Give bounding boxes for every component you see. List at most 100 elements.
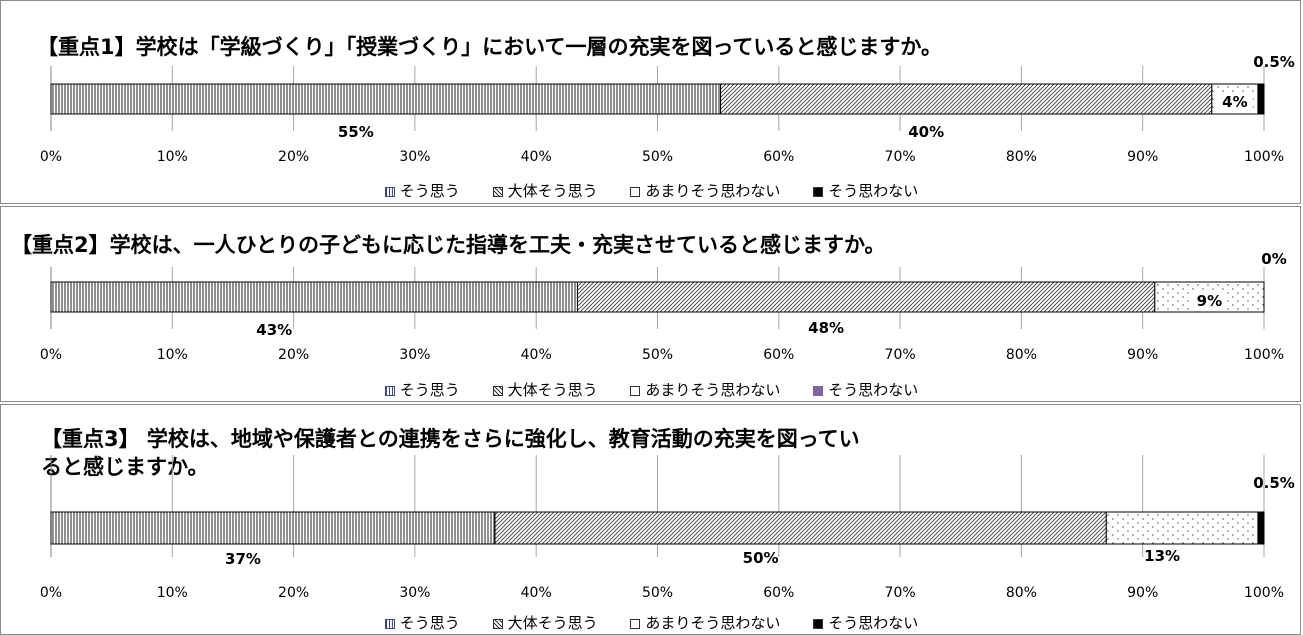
legend-swatch-not-really bbox=[630, 618, 641, 629]
legend-swatch-mostly-agree bbox=[492, 385, 503, 396]
legend-item-mostly-agree: 大体そう思う bbox=[492, 379, 598, 400]
legend-label: あまりそう思わない bbox=[645, 614, 781, 632]
legend-swatch-agree bbox=[384, 618, 395, 629]
legend-label: そう思う bbox=[399, 381, 460, 399]
legend-item-not-really: あまりそう思わない bbox=[630, 379, 780, 400]
bar-segment-mostly-agree bbox=[576, 281, 1156, 313]
data-label: 0% bbox=[1261, 250, 1286, 268]
x-tick-label: 60% bbox=[763, 585, 794, 601]
x-tick-label: 30% bbox=[399, 347, 430, 363]
legend-item-disagree: そう思わない bbox=[813, 612, 918, 633]
legend-label: そう思わない bbox=[828, 182, 919, 200]
chart-title: 【重点2】学校は、一人ひとりの子どもに応じた指導を工夫・充実させていると感じます… bbox=[11, 233, 886, 257]
legend-item-not-really: あまりそう思わない bbox=[630, 612, 780, 633]
legend-swatch-disagree bbox=[813, 186, 824, 197]
data-label: 9% bbox=[1197, 292, 1222, 310]
data-label: 43% bbox=[256, 321, 292, 339]
legend-label: そう思う bbox=[399, 614, 460, 632]
chart-legend: そう思う 大体そう思う あまりそう思わない そう思わない bbox=[1, 612, 1302, 633]
x-tick-label: 100% bbox=[1244, 347, 1284, 363]
chart-plot-1: 0% 10% 20% 30% 40% 50% 60% 70% 80% 90% 100% 55% 40% 4… bbox=[40, 53, 1295, 165]
legend-label: 大体そう思う bbox=[507, 381, 598, 399]
x-tick-label: 60% bbox=[763, 149, 794, 165]
x-tick-label: 50% bbox=[642, 149, 673, 165]
legend-swatch-mostly-agree bbox=[492, 186, 503, 197]
chart-title-line-1: 【重点3】 学校は、地域や保護者との連携をさらに強化し、教育活動の充実を図ってい bbox=[41, 427, 860, 451]
chart-panel-2: 【重点2】学校は、一人ひとりの子どもに応じた指導を工夫・充実させていると感じます… bbox=[0, 206, 1301, 402]
data-label: 40% bbox=[908, 123, 944, 141]
legend-swatch-not-really bbox=[630, 385, 641, 396]
legend-swatch-agree bbox=[384, 385, 395, 396]
legend-label: 大体そう思う bbox=[507, 614, 598, 632]
legend-item-mostly-agree: 大体そう思う bbox=[492, 612, 598, 633]
x-tick-label: 0% bbox=[40, 149, 62, 165]
x-tick-label: 40% bbox=[521, 585, 552, 601]
legend-item-agree: そう思う bbox=[384, 612, 460, 633]
x-tick-label: 70% bbox=[885, 149, 916, 165]
x-tick-label: 100% bbox=[1244, 149, 1284, 165]
x-tick-label: 0% bbox=[40, 347, 62, 363]
x-tick-label: 70% bbox=[885, 347, 916, 363]
legend-item-agree: そう思う bbox=[384, 379, 460, 400]
bar-segment-disagree bbox=[1257, 511, 1265, 545]
x-tick-label: 60% bbox=[763, 347, 794, 363]
legend-label: そう思わない bbox=[828, 614, 919, 632]
data-label: 50% bbox=[743, 549, 779, 567]
bar-segment-disagree bbox=[1257, 83, 1265, 115]
legend-item-agree: そう思う bbox=[384, 180, 460, 201]
x-tick-label: 20% bbox=[278, 585, 309, 601]
chart-plot-2: 0% 10% 20% 30% 40% 50% 60% 70% 80% 90% 100% 43% 48% 9… bbox=[40, 250, 1287, 363]
x-tick-label: 80% bbox=[1006, 585, 1037, 601]
legend-label: 大体そう思う bbox=[507, 182, 598, 200]
data-label: 48% bbox=[808, 319, 844, 337]
x-tick-label: 50% bbox=[642, 585, 673, 601]
x-tick-label: 90% bbox=[1127, 347, 1158, 363]
x-tick-label: 10% bbox=[157, 347, 188, 363]
x-tick-label: 80% bbox=[1006, 347, 1037, 363]
legend-swatch-disagree bbox=[813, 618, 824, 629]
chart-plot-3: 0% 10% 20% 30% 40% 50% 60% 70% 80% 90% 100% 37% 50% 1… bbox=[40, 455, 1295, 601]
chart-panel-3: 【重点3】 学校は、地域や保護者との連携をさらに強化し、教育活動の充実を図ってい… bbox=[0, 404, 1301, 635]
legend-item-disagree: そう思わない bbox=[813, 379, 918, 400]
x-tick-label: 100% bbox=[1244, 585, 1284, 601]
data-label-box bbox=[1191, 292, 1228, 311]
legend-swatch-agree bbox=[384, 186, 395, 197]
bar-segment-not-really bbox=[1105, 511, 1259, 545]
bar-segment-agree bbox=[50, 511, 496, 545]
bar-segment-mostly-agree bbox=[494, 511, 1107, 545]
x-tick-label: 90% bbox=[1127, 149, 1158, 165]
data-label: 13% bbox=[1144, 547, 1180, 565]
chart-title-line-2: ると感じますか。 bbox=[41, 455, 209, 479]
data-label: 55% bbox=[338, 123, 374, 141]
chart-legend: そう思う 大体そう思う あまりそう思わない そう思わない bbox=[1, 379, 1302, 400]
x-tick-label: 10% bbox=[157, 585, 188, 601]
bar-segment-agree bbox=[50, 281, 578, 313]
x-tick-label: 80% bbox=[1006, 149, 1037, 165]
data-label: 37% bbox=[225, 550, 261, 568]
data-label-box bbox=[1216, 93, 1253, 112]
legend-label: そう思わない bbox=[828, 381, 919, 399]
legend-swatch-mostly-agree bbox=[492, 618, 503, 629]
legend-label: そう思う bbox=[399, 182, 460, 200]
x-tick-label: 40% bbox=[521, 347, 552, 363]
bar-segment-agree bbox=[50, 83, 722, 115]
x-tick-label: 20% bbox=[278, 149, 309, 165]
chart-title: 【重点3】 学校は、地域や保護者との連携をさらに強化し、教育活動の充実を図ってい… bbox=[41, 425, 860, 481]
legend-swatch-disagree bbox=[813, 385, 824, 396]
chart-title: 【重点1】学校は「学級づくり」「授業づくり」において一層の充実を図っていると感じ… bbox=[37, 35, 943, 59]
legend-label: あまりそう思わない bbox=[645, 381, 781, 399]
x-tick-label: 30% bbox=[399, 149, 430, 165]
chart-legend: そう思う 大体そう思う あまりそう思わない そう思わない bbox=[1, 180, 1302, 201]
x-tick-label: 10% bbox=[157, 149, 188, 165]
x-tick-label: 90% bbox=[1127, 585, 1158, 601]
legend-swatch-not-really bbox=[630, 186, 641, 197]
chart-panel-1: 【重点1】学校は「学級づくり」「授業づくり」において一層の充実を図っていると感じ… bbox=[0, 0, 1301, 204]
x-tick-label: 70% bbox=[885, 585, 916, 601]
data-label: 0.5% bbox=[1253, 53, 1295, 71]
x-tick-label: 30% bbox=[399, 585, 430, 601]
x-tick-label: 0% bbox=[40, 585, 62, 601]
x-tick-label: 20% bbox=[278, 347, 309, 363]
data-label: 0.5% bbox=[1253, 474, 1295, 492]
data-label: 4% bbox=[1222, 93, 1247, 111]
x-tick-label: 40% bbox=[521, 149, 552, 165]
